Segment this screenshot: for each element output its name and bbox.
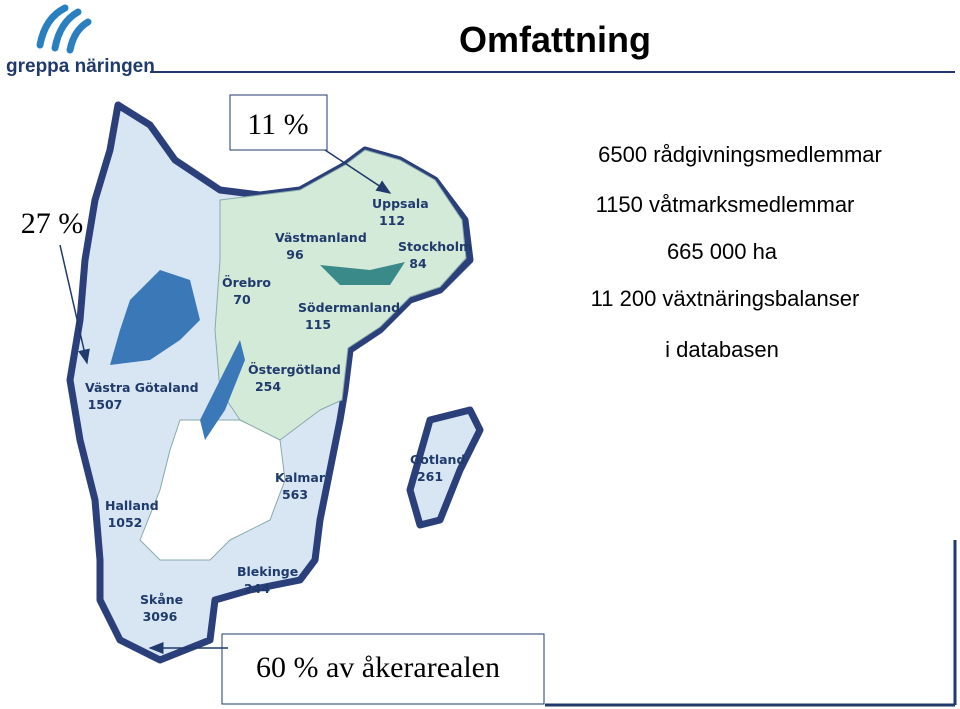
region-value: 3096 (143, 609, 178, 624)
callout-arrow (324, 149, 392, 194)
region-name: Stockholm (398, 239, 472, 254)
callout-box (229, 94, 328, 151)
region-name: Östergötland (248, 362, 341, 377)
region-value: 70 (233, 292, 251, 307)
region-name: Gotland (410, 452, 465, 467)
region-value: 84 (409, 256, 427, 271)
region-name: Uppsala (372, 196, 429, 211)
region-value: 244 (244, 581, 270, 596)
region-name: Blekinge (237, 564, 298, 579)
inland-region (139, 419, 286, 561)
region-name: Halland (105, 498, 159, 513)
stat-line: i databasen (665, 337, 779, 362)
callout: 11 % (247, 108, 308, 141)
gotland (406, 406, 484, 529)
region-name: Skåne (140, 592, 183, 607)
region-value: 254 (255, 379, 281, 394)
region-name: Örebro (222, 275, 271, 290)
region-value: 112 (379, 213, 405, 228)
region-value: 261 (417, 469, 443, 484)
region-value: 96 (286, 247, 304, 262)
stat-line: 11 200 växtnäringsbalanser (591, 286, 860, 311)
region-name: Västmanland (275, 230, 367, 245)
stat-line: 6500 rådgivningsmedlemmar (598, 142, 882, 167)
title: Omfattning (459, 19, 651, 60)
lake (200, 340, 245, 440)
region-value: 563 (282, 487, 308, 502)
stat-line: 665 000 ha (667, 239, 778, 264)
region-value: 1052 (108, 515, 143, 530)
region-name: Södermanland (298, 300, 400, 315)
callout: 27 % (21, 207, 84, 240)
callout-arrow (59, 244, 90, 365)
callout-box (221, 633, 545, 705)
region-value: 115 (305, 317, 331, 332)
callout: 60 % av åkerarealen (256, 651, 500, 684)
logo-text: greppa näringen (6, 56, 155, 77)
logo-icon (36, 4, 92, 54)
region-name: Västra Götaland (85, 380, 199, 395)
map (66, 101, 484, 664)
region-name: Kalmar (275, 470, 326, 485)
region-value: 1507 (88, 397, 123, 412)
stat-line: 1150 våtmarksmedlemmar (596, 192, 855, 217)
lake (320, 262, 405, 285)
lake (110, 270, 200, 365)
